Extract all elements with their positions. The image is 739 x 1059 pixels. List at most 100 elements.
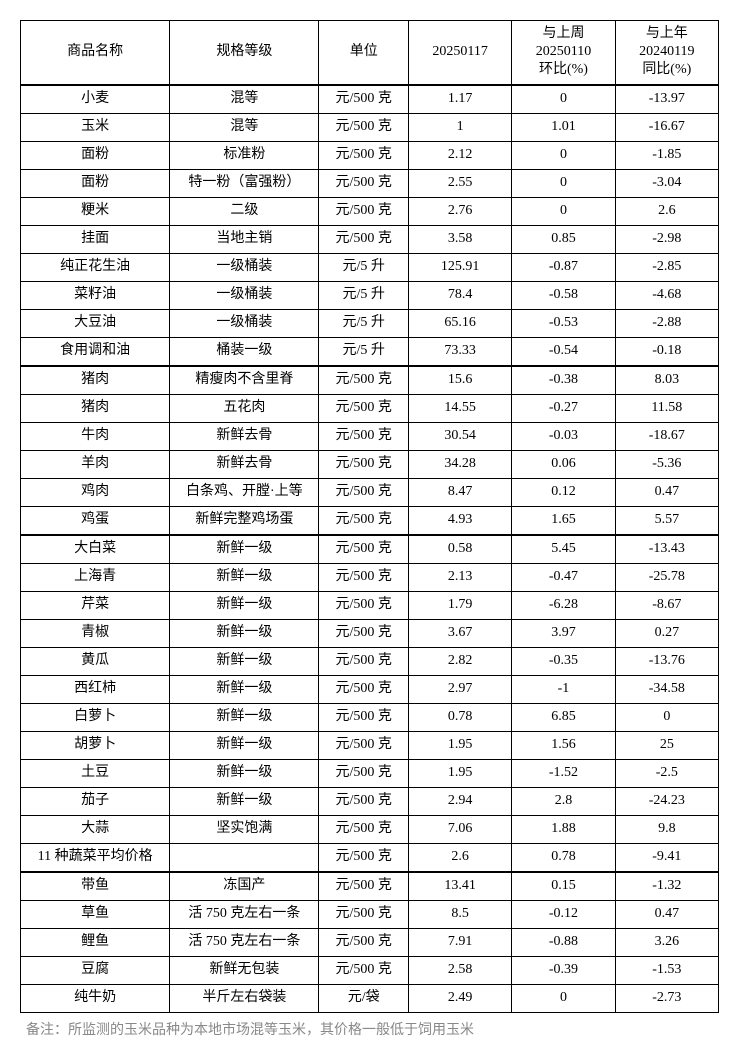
col-wow: 与上周20250110环比(%) — [512, 21, 615, 85]
cell-v2: -0.47 — [512, 563, 615, 591]
cell-v1: 4.93 — [409, 506, 512, 535]
cell-unit: 元/500 克 — [319, 535, 409, 564]
cell-name: 鸡肉 — [21, 478, 170, 506]
table-row: 芹菜新鲜一级元/500 克1.79-6.28-8.67 — [21, 591, 719, 619]
cell-unit: 元/500 克 — [319, 759, 409, 787]
cell-v1: 2.55 — [409, 169, 512, 197]
cell-v2: 0 — [512, 197, 615, 225]
cell-v2: 0 — [512, 141, 615, 169]
cell-v3: -1.85 — [615, 141, 718, 169]
cell-spec: 新鲜一级 — [170, 731, 319, 759]
cell-spec: 新鲜一级 — [170, 647, 319, 675]
table-row: 胡萝卜新鲜一级元/500 克1.951.5625 — [21, 731, 719, 759]
table-row: 食用调和油桶装一级元/5 升73.33-0.54-0.18 — [21, 337, 719, 366]
table-row: 面粉标准粉元/500 克2.120-1.85 — [21, 141, 719, 169]
cell-spec: 半斤左右袋装 — [170, 984, 319, 1012]
cell-name: 大白菜 — [21, 535, 170, 564]
table-row: 草鱼活 750 克左右一条元/500 克8.5-0.120.47 — [21, 900, 719, 928]
cell-spec: 精瘦肉不含里脊 — [170, 366, 319, 395]
cell-unit: 元/500 克 — [319, 928, 409, 956]
table-row: 西红柿新鲜一级元/500 克2.97-1-34.58 — [21, 675, 719, 703]
cell-unit: 元/500 克 — [319, 563, 409, 591]
cell-v2: -0.38 — [512, 366, 615, 395]
cell-v2: 0.06 — [512, 450, 615, 478]
cell-v1: 2.13 — [409, 563, 512, 591]
cell-spec: 冻国产 — [170, 872, 319, 901]
cell-v3: -13.97 — [615, 85, 718, 114]
cell-v2: 1.88 — [512, 815, 615, 843]
cell-spec: 新鲜一级 — [170, 591, 319, 619]
cell-unit: 元/500 克 — [319, 169, 409, 197]
cell-name: 菜籽油 — [21, 281, 170, 309]
cell-unit: 元/500 克 — [319, 900, 409, 928]
cell-name: 面粉 — [21, 169, 170, 197]
table-body: 小麦混等元/500 克1.170-13.97玉米混等元/500 克11.01-1… — [21, 85, 719, 1013]
cell-unit: 元/袋 — [319, 984, 409, 1012]
cell-v2: -0.27 — [512, 394, 615, 422]
col-name: 商品名称 — [21, 21, 170, 85]
cell-v2: 0.78 — [512, 843, 615, 872]
cell-unit: 元/500 克 — [319, 787, 409, 815]
cell-v1: 0.58 — [409, 535, 512, 564]
table-row: 大蒜坚实饱满元/500 克7.061.889.8 — [21, 815, 719, 843]
cell-unit: 元/500 克 — [319, 731, 409, 759]
col-spec: 规格等级 — [170, 21, 319, 85]
cell-unit: 元/500 克 — [319, 506, 409, 535]
cell-spec: 特一粉（富强粉） — [170, 169, 319, 197]
cell-v1: 73.33 — [409, 337, 512, 366]
cell-v2: -0.35 — [512, 647, 615, 675]
table-row: 猪肉五花肉元/500 克14.55-0.2711.58 — [21, 394, 719, 422]
cell-unit: 元/500 克 — [319, 675, 409, 703]
cell-v1: 1.95 — [409, 731, 512, 759]
cell-v3: -4.68 — [615, 281, 718, 309]
table-row: 面粉特一粉（富强粉）元/500 克2.550-3.04 — [21, 169, 719, 197]
cell-unit: 元/500 克 — [319, 647, 409, 675]
cell-name: 土豆 — [21, 759, 170, 787]
cell-v1: 8.5 — [409, 900, 512, 928]
cell-v1: 1.95 — [409, 759, 512, 787]
cell-v2: -0.88 — [512, 928, 615, 956]
table-row: 猪肉精瘦肉不含里脊元/500 克15.6-0.388.03 — [21, 366, 719, 395]
cell-spec: 活 750 克左右一条 — [170, 900, 319, 928]
cell-v1: 1.79 — [409, 591, 512, 619]
cell-spec: 混等 — [170, 113, 319, 141]
cell-spec: 新鲜去骨 — [170, 450, 319, 478]
cell-v3: -2.88 — [615, 309, 718, 337]
table-row: 带鱼冻国产元/500 克13.410.15-1.32 — [21, 872, 719, 901]
cell-v1: 7.91 — [409, 928, 512, 956]
cell-v2: -0.03 — [512, 422, 615, 450]
cell-v2: -6.28 — [512, 591, 615, 619]
table-row: 豆腐新鲜无包装元/500 克2.58-0.39-1.53 — [21, 956, 719, 984]
cell-spec: 新鲜一级 — [170, 619, 319, 647]
table-row: 白萝卜新鲜一级元/500 克0.786.850 — [21, 703, 719, 731]
cell-v1: 7.06 — [409, 815, 512, 843]
cell-v1: 2.82 — [409, 647, 512, 675]
cell-v2: 0.12 — [512, 478, 615, 506]
cell-name: 草鱼 — [21, 900, 170, 928]
cell-spec: 新鲜一级 — [170, 535, 319, 564]
cell-spec: 二级 — [170, 197, 319, 225]
cell-name: 猪肉 — [21, 366, 170, 395]
cell-name: 芹菜 — [21, 591, 170, 619]
cell-unit: 元/500 克 — [319, 450, 409, 478]
cell-spec: 白条鸡、开膛·上等 — [170, 478, 319, 506]
table-row: 上海青新鲜一级元/500 克2.13-0.47-25.78 — [21, 563, 719, 591]
cell-v3: 5.57 — [615, 506, 718, 535]
cell-v3: -1.53 — [615, 956, 718, 984]
cell-v2: 0.85 — [512, 225, 615, 253]
cell-spec: 混等 — [170, 85, 319, 114]
table-row: 羊肉新鲜去骨元/500 克34.280.06-5.36 — [21, 450, 719, 478]
table-row: 茄子新鲜一级元/500 克2.942.8-24.23 — [21, 787, 719, 815]
cell-spec: 新鲜一级 — [170, 759, 319, 787]
cell-v3: -2.98 — [615, 225, 718, 253]
cell-v3: -18.67 — [615, 422, 718, 450]
cell-spec — [170, 843, 319, 872]
cell-v3: 0.47 — [615, 478, 718, 506]
cell-v2: 1.56 — [512, 731, 615, 759]
cell-unit: 元/500 克 — [319, 366, 409, 395]
cell-v3: 8.03 — [615, 366, 718, 395]
table-row: 小麦混等元/500 克1.170-13.97 — [21, 85, 719, 114]
cell-v2: 0 — [512, 984, 615, 1012]
table-row: 牛肉新鲜去骨元/500 克30.54-0.03-18.67 — [21, 422, 719, 450]
cell-v2: 1.65 — [512, 506, 615, 535]
